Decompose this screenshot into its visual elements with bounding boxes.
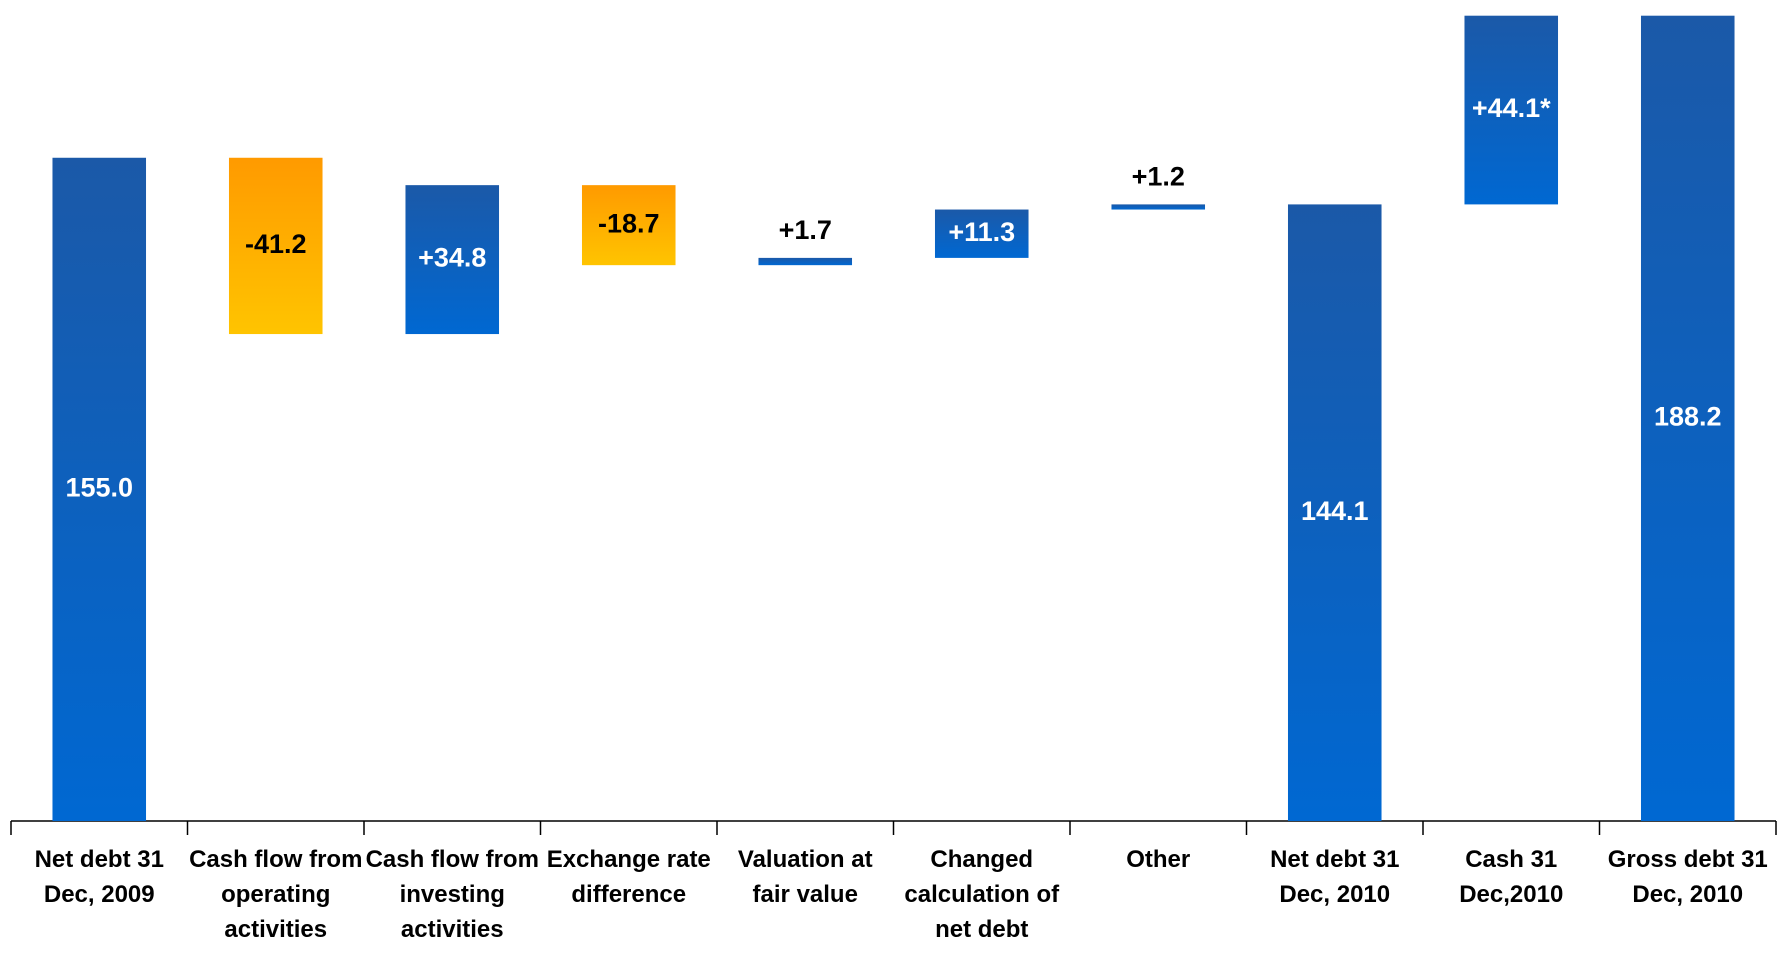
bar [405,185,500,335]
x-tick-label: Valuation at fair value [737,846,873,908]
x-tick-label: Cash 31 Dec,2010 [1459,846,1564,908]
value-label: 144.1 [1301,496,1369,526]
x-tick-label: Other [1126,846,1191,873]
x-tick-label: Changed calculation of net debt [904,846,1060,943]
x-tick-label: Cash flow from investing activities [365,846,539,943]
x-tick-label: Net debt 31 Dec, 2010 [1270,846,1400,908]
value-label: -18.7 [598,208,660,238]
bar [1464,15,1559,205]
bar [1640,15,1735,822]
bar [228,157,323,335]
bar [581,185,676,266]
x-tick-label: Cash flow from operating activities [189,846,363,943]
bar [758,257,853,266]
bar [52,157,147,821]
x-tick-label: Net debt 31 Dec, 2009 [34,846,164,908]
x-tick-label: Gross debt 31 Dec, 2010 [1607,846,1768,908]
bar [934,209,1029,258]
x-tick-label: Exchange rate difference [546,846,711,908]
value-label: +1.2 [1132,162,1185,192]
value-label: +11.3 [948,217,1015,247]
value-label: 155.0 [65,473,133,503]
value-label: +34.8 [418,243,486,273]
bar [1287,204,1382,821]
value-label: 188.2 [1654,401,1722,431]
value-label: +44.1* [1472,93,1551,123]
bar [1111,204,1206,210]
value-label: +1.7 [779,215,832,245]
value-label: -41.2 [245,229,307,259]
